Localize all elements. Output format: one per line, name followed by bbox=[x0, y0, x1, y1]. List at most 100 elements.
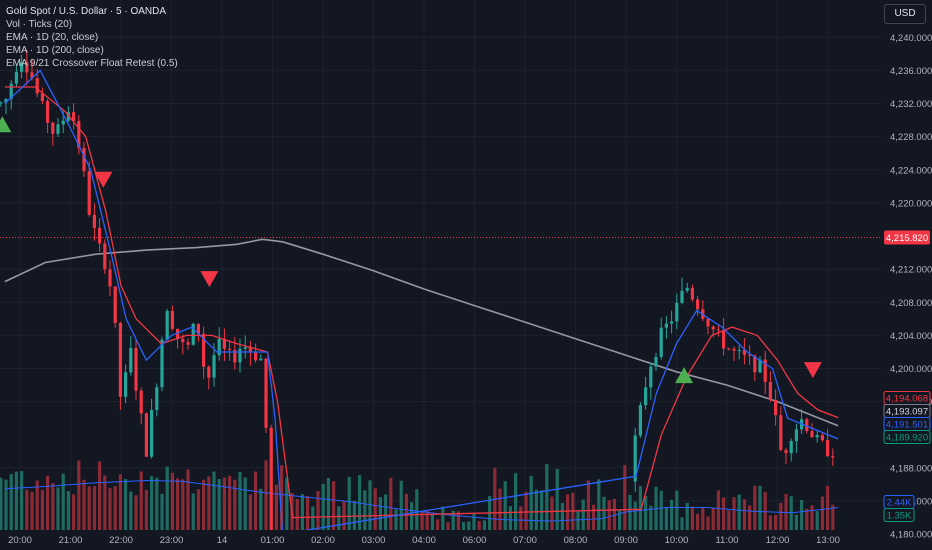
price-tick-label[interactable]: 4,200.000 bbox=[890, 364, 932, 375]
time-tick-label[interactable]: 23:00 bbox=[160, 535, 184, 546]
candle-body[interactable] bbox=[243, 347, 247, 349]
candle-body[interactable] bbox=[670, 321, 674, 324]
candle-body[interactable] bbox=[706, 318, 710, 327]
price-tick-label[interactable]: 4,204.000 bbox=[890, 331, 932, 342]
candle-body[interactable] bbox=[264, 358, 268, 428]
time-tick-label[interactable]: 07:00 bbox=[513, 535, 537, 546]
time-tick-label[interactable]: 22:00 bbox=[109, 535, 133, 546]
price-tick-label[interactable]: 4,188.000 bbox=[890, 463, 932, 474]
candle-body[interactable] bbox=[753, 355, 757, 373]
legend-ema-20[interactable]: EMA · 1D (20, close) bbox=[6, 32, 99, 43]
candle-body[interactable] bbox=[805, 419, 809, 432]
price-tick-label[interactable]: 4,232.000 bbox=[890, 99, 932, 110]
time-tick-label[interactable]: 14 bbox=[217, 535, 228, 546]
time-tick-label[interactable]: 01:00 bbox=[261, 535, 285, 546]
candle-body[interactable] bbox=[638, 405, 643, 436]
candle-body[interactable] bbox=[196, 323, 201, 334]
candles[interactable] bbox=[0, 49, 835, 550]
candle-body[interactable] bbox=[238, 348, 242, 363]
candle-body[interactable] bbox=[784, 449, 788, 454]
candle-body[interactable] bbox=[644, 387, 648, 406]
time-tick-label[interactable]: 09:00 bbox=[614, 535, 638, 546]
candle-body[interactable] bbox=[40, 93, 45, 101]
candle-body[interactable] bbox=[675, 302, 679, 322]
candle-body[interactable] bbox=[748, 354, 752, 356]
legend-ema-200[interactable]: EMA · 1D (200, close) bbox=[6, 45, 104, 56]
time-tick-label[interactable]: 20:00 bbox=[8, 535, 32, 546]
candle-body[interactable] bbox=[170, 311, 175, 329]
candle-body[interactable] bbox=[35, 78, 39, 94]
candle-body[interactable] bbox=[155, 387, 159, 410]
candle-body[interactable] bbox=[191, 323, 195, 345]
candle-body[interactable] bbox=[768, 381, 773, 401]
candle-body[interactable] bbox=[826, 440, 830, 457]
candle-body[interactable] bbox=[207, 366, 211, 378]
candle-body[interactable] bbox=[20, 62, 24, 72]
candle-body[interactable] bbox=[176, 328, 180, 339]
candle-body[interactable] bbox=[212, 355, 216, 378]
candle-body[interactable] bbox=[789, 441, 793, 454]
time-tick-label[interactable]: 11:00 bbox=[715, 535, 738, 546]
candle-body[interactable] bbox=[248, 347, 253, 353]
candle-body[interactable] bbox=[134, 347, 138, 391]
candle-body[interactable] bbox=[228, 348, 232, 350]
candle-body[interactable] bbox=[254, 352, 258, 361]
candle-body[interactable] bbox=[72, 112, 76, 121]
candle-body[interactable] bbox=[727, 348, 731, 350]
candle-body[interactable] bbox=[794, 429, 799, 442]
time-tick-label[interactable]: 10:00 bbox=[665, 535, 689, 546]
candle-body[interactable] bbox=[815, 435, 819, 438]
price-tick-label[interactable]: 4,236.000 bbox=[890, 66, 932, 77]
candle-body[interactable] bbox=[9, 83, 13, 100]
candle-body[interactable] bbox=[82, 147, 86, 172]
candle-body[interactable] bbox=[269, 427, 273, 539]
candle-body[interactable] bbox=[659, 327, 663, 357]
candle-body[interactable] bbox=[129, 347, 133, 373]
candle-body[interactable] bbox=[742, 350, 747, 355]
candle-body[interactable] bbox=[732, 348, 736, 351]
candle-body[interactable] bbox=[4, 99, 8, 103]
time-tick-label[interactable]: 13:00 bbox=[816, 535, 840, 546]
candle-body[interactable] bbox=[165, 311, 169, 340]
time-tick-label[interactable]: 02:00 bbox=[311, 535, 335, 546]
candle-body[interactable] bbox=[61, 120, 65, 125]
candle-body[interactable] bbox=[186, 342, 190, 345]
candle-body[interactable] bbox=[779, 415, 783, 450]
legend-volume[interactable]: Vol · Ticks (20) bbox=[6, 19, 73, 30]
price-axis[interactable]: 4,240.000 4,236.000 4,232.000 4,228.000 4,22… bbox=[882, 0, 932, 550]
candle-body[interactable] bbox=[108, 269, 112, 287]
legend-symbol-title[interactable]: Gold Spot / U.S. Dollar · 5 · OANDA bbox=[6, 6, 167, 17]
candle-body[interactable] bbox=[810, 431, 814, 438]
price-tick-label[interactable]: 4,224.000 bbox=[890, 165, 932, 176]
candle-body[interactable] bbox=[113, 286, 117, 323]
candle-body[interactable] bbox=[217, 338, 221, 356]
candle-body[interactable] bbox=[722, 329, 726, 349]
price-tick-label[interactable]: 4,228.000 bbox=[890, 132, 932, 143]
time-tick-label[interactable]: 21:00 bbox=[59, 535, 83, 546]
candle-body[interactable] bbox=[51, 122, 55, 134]
price-tick-label[interactable]: 4,240.000 bbox=[890, 33, 932, 44]
candle-body[interactable] bbox=[150, 409, 154, 457]
time-tick-label[interactable]: 08:00 bbox=[564, 535, 588, 546]
time-tick-label[interactable]: 12:00 bbox=[766, 535, 790, 546]
candle-body[interactable] bbox=[103, 243, 107, 270]
candle-body[interactable] bbox=[758, 359, 762, 373]
candle-body[interactable] bbox=[124, 372, 128, 397]
candle-body[interactable] bbox=[160, 339, 164, 388]
candle-body[interactable] bbox=[690, 287, 695, 300]
candle-body[interactable] bbox=[222, 338, 227, 349]
candle-body[interactable] bbox=[680, 290, 684, 303]
candle-body[interactable] bbox=[259, 358, 263, 361]
candle-body[interactable] bbox=[633, 435, 637, 482]
price-tick-label[interactable]: 4,220.000 bbox=[890, 198, 932, 209]
candle-body[interactable] bbox=[820, 435, 825, 441]
candle-body[interactable] bbox=[696, 299, 700, 310]
legend-crossover[interactable]: EMA 9/21 Crossover Float Retest (0.5) bbox=[6, 58, 178, 69]
candle-body[interactable] bbox=[202, 333, 206, 367]
candle-body[interactable] bbox=[774, 400, 778, 416]
candle-body[interactable] bbox=[66, 112, 71, 121]
time-axis[interactable]: 20:00 21:00 22:00 23:00 14 01:00 02:00 03:00 04:… bbox=[0, 530, 882, 550]
candle-body[interactable] bbox=[118, 322, 123, 397]
candle-body[interactable] bbox=[181, 338, 185, 343]
